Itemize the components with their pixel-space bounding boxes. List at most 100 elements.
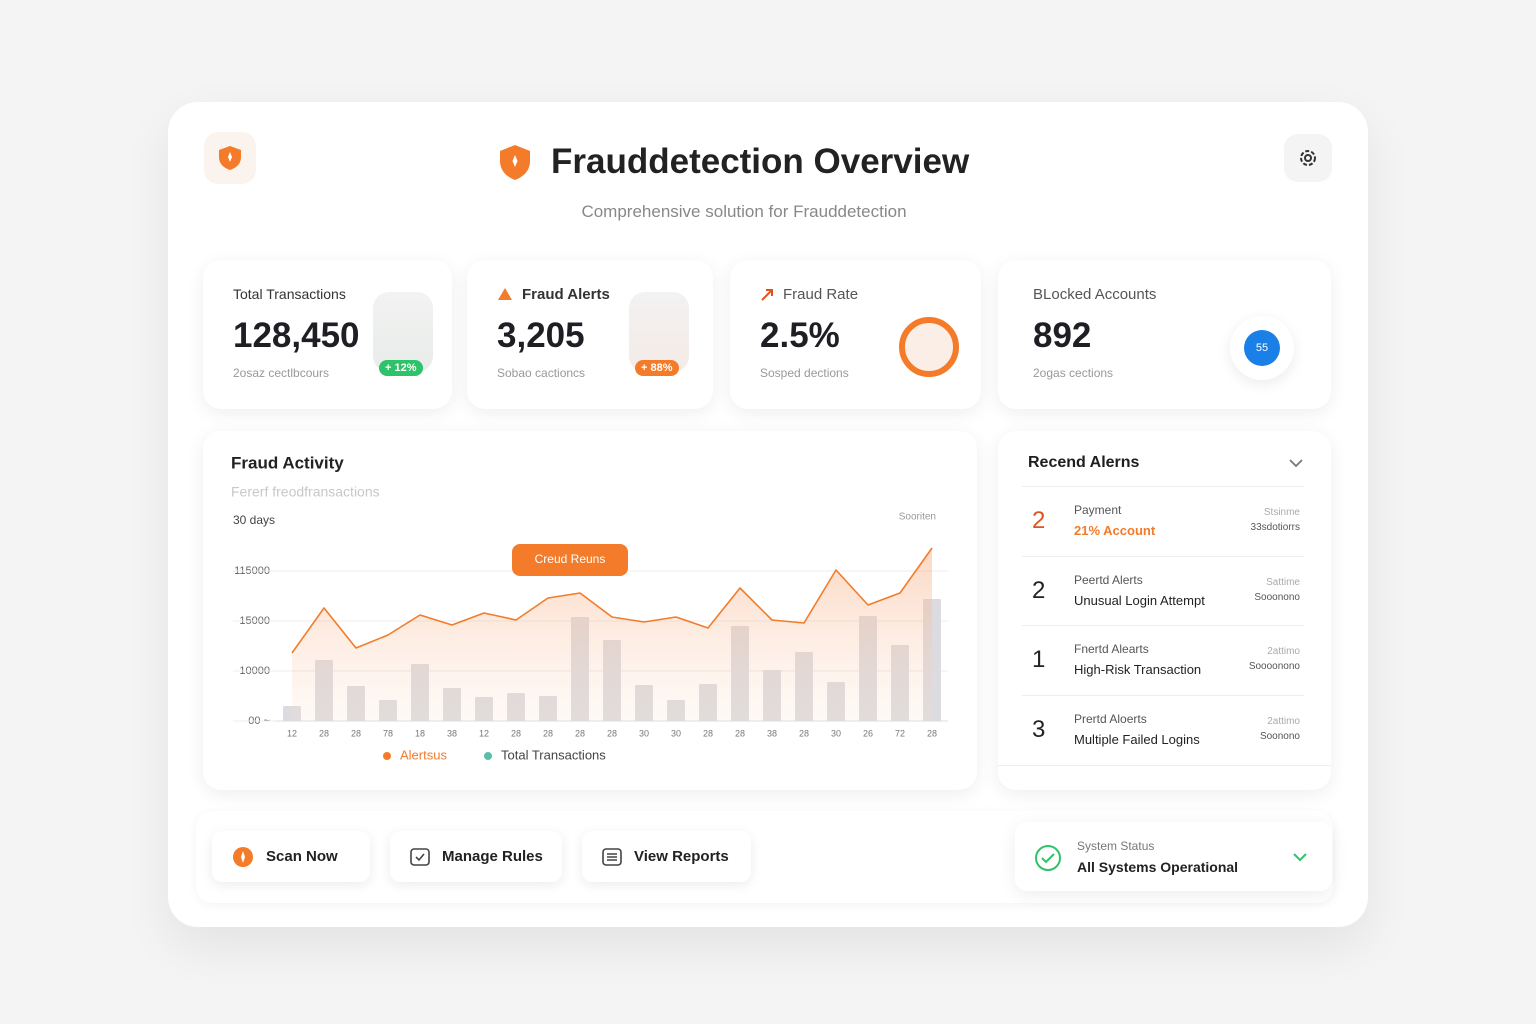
alert-date: Soooonono: [1248, 661, 1300, 672]
card-graphic: [373, 292, 433, 372]
card-badge: + 12%: [379, 360, 423, 376]
reports-button[interactable]: View Reports: [582, 831, 751, 882]
x-tick-label: 28: [511, 728, 521, 738]
card-sub: Sobao cactioncs: [497, 366, 586, 380]
chart-title: Fraud Activity: [231, 453, 344, 472]
alert-date: 33sdotiorrs: [1250, 522, 1300, 533]
alert-label: Fnertd Alearts: [1074, 642, 1149, 656]
chart-panel: Fraud Activity Fererf freodfransactions …: [203, 431, 977, 790]
tooltip-text: Creud Reuns: [535, 552, 606, 566]
alert-rank: 2: [1032, 507, 1046, 534]
x-tick-label: 28: [607, 728, 617, 738]
scan-button[interactable]: Scan Now: [212, 831, 370, 882]
x-tick-label: 12: [287, 728, 297, 738]
card-sub: 2ogas cections: [1033, 366, 1114, 380]
card: Fraud Alerts 3,205 Sobao cactioncs + 88%: [467, 260, 713, 409]
legend-label: Total Transactions: [501, 747, 606, 762]
corner-label: Sooriten: [899, 512, 936, 523]
alert-label: Payment: [1074, 503, 1122, 517]
card: BLocked Accounts 892 2ogas cections 55: [998, 260, 1331, 409]
x-tick-label: 30: [639, 728, 649, 738]
alert-label: Prertd Aloerts: [1074, 711, 1147, 726]
alert-title: High-Risk Transaction: [1074, 662, 1202, 677]
card-sub: Sosped dections: [760, 366, 849, 380]
x-tick-label: 38: [767, 728, 777, 738]
alert-time: 2attimo: [1267, 715, 1300, 727]
x-tick-label: 12: [479, 728, 489, 738]
page-title: Frauddetection Overview: [551, 142, 970, 181]
alert-row[interactable]: 1 Fnertd Alearts High-Risk Transaction 2att…: [1022, 625, 1304, 693]
range-label: 30 days: [233, 513, 275, 527]
button-label: View Reports: [634, 848, 729, 865]
alert-title: 21% Account: [1074, 523, 1156, 538]
legend-marker: [484, 752, 492, 760]
alert-title: Multiple Failed Logins: [1074, 731, 1200, 747]
legend-label: Alertsus: [400, 747, 447, 762]
alerts-title: Recend Alerns: [1028, 454, 1140, 471]
rules-button[interactable]: Manage Rules: [390, 831, 562, 882]
x-tick-label: 28: [703, 728, 713, 738]
alerts-panel: Recend Alerns 2 Payment 21% Account Stsinme…: [998, 431, 1331, 790]
button-label: Scan Now: [266, 848, 338, 865]
card-value: 892: [1033, 316, 1092, 355]
x-tick-label: 28: [543, 728, 553, 738]
x-tick-label: 38: [447, 728, 457, 738]
card-badge: 55: [1244, 330, 1280, 366]
card-label: Total Transactions: [233, 286, 346, 302]
alert-time: Stsinme: [1263, 507, 1300, 518]
status-label: System Status: [1077, 839, 1155, 853]
alert-row[interactable]: 2 Payment 21% Account Stsinme 33sdotiorrs: [1022, 486, 1304, 554]
rate-ring: [899, 317, 959, 377]
card-value: 2.5%: [760, 316, 840, 355]
x-tick-label: 26: [863, 728, 873, 738]
card: Total Transactions 128,450 2osaz cectlbc…: [203, 260, 452, 409]
alert-row[interactable]: 3 Prertd Aloerts Multiple Failed Logins 2at…: [1022, 694, 1304, 763]
status-panel[interactable]: System Status All Systems Operational: [1015, 822, 1332, 891]
alert-label: Peertd Alerts: [1074, 572, 1143, 587]
x-tick-label: 28: [319, 728, 329, 738]
x-tick-label: 78: [383, 728, 393, 738]
tooltip-box: [512, 544, 628, 576]
x-tick-label: 18: [415, 728, 425, 738]
x-tick-label: 30: [671, 728, 681, 738]
status-value: All Systems Operational: [1077, 859, 1239, 875]
x-tick-label: 72: [895, 728, 905, 738]
card-graphic: 55: [1230, 316, 1294, 380]
x-tick-label: 28: [799, 728, 809, 738]
settings-button[interactable]: [1284, 134, 1332, 182]
card-badge: + 88%: [635, 360, 679, 376]
alert-title: Unusual Login Attempt: [1074, 592, 1205, 608]
x-tick-label: 28: [575, 728, 585, 738]
divider: [998, 765, 1331, 766]
alert-row[interactable]: 2 Peertd Alerts Unusual Login Attempt Satti…: [1022, 555, 1304, 624]
chart: Fraud Activity Fererf freodfransactions …: [231, 453, 948, 762]
card-label: BLocked Accounts: [1033, 286, 1157, 303]
title-icon: [500, 145, 530, 180]
collapse-icon[interactable]: [1288, 457, 1304, 469]
card-sub: 2osaz cectlbcours: [233, 366, 330, 380]
alert-date: Soonono: [1259, 730, 1300, 742]
alert-rank: 2: [1032, 576, 1046, 604]
card-value: 128,450: [233, 316, 360, 355]
line: [291, 547, 933, 654]
card-label: Fraud Rate: [783, 286, 859, 303]
card-label: Fraud Alerts: [522, 286, 610, 303]
x-tick-label: 30: [831, 728, 841, 738]
button-label: Manage Rules: [442, 848, 543, 865]
alert-time: Sattime: [1266, 576, 1300, 588]
alert-time: 2attimo: [1267, 646, 1300, 657]
alert-date: Sooonono: [1254, 591, 1300, 603]
x-tick-label: 28: [351, 728, 361, 738]
logo: [204, 132, 256, 184]
card: Fraud Rate 2.5% Sosped dections: [730, 260, 981, 409]
legend-marker: [383, 752, 391, 760]
card-graphic: [629, 292, 689, 372]
x-tick-label: 28: [735, 728, 745, 738]
alert-rank: 1: [1032, 646, 1046, 673]
page-subtitle: Comprehensive solution for Frauddetectio…: [581, 202, 907, 221]
card-value: 3,205: [497, 316, 585, 355]
area: [292, 548, 932, 721]
x-tick-label: 28: [927, 728, 937, 738]
alert-rank: 3: [1032, 715, 1046, 743]
